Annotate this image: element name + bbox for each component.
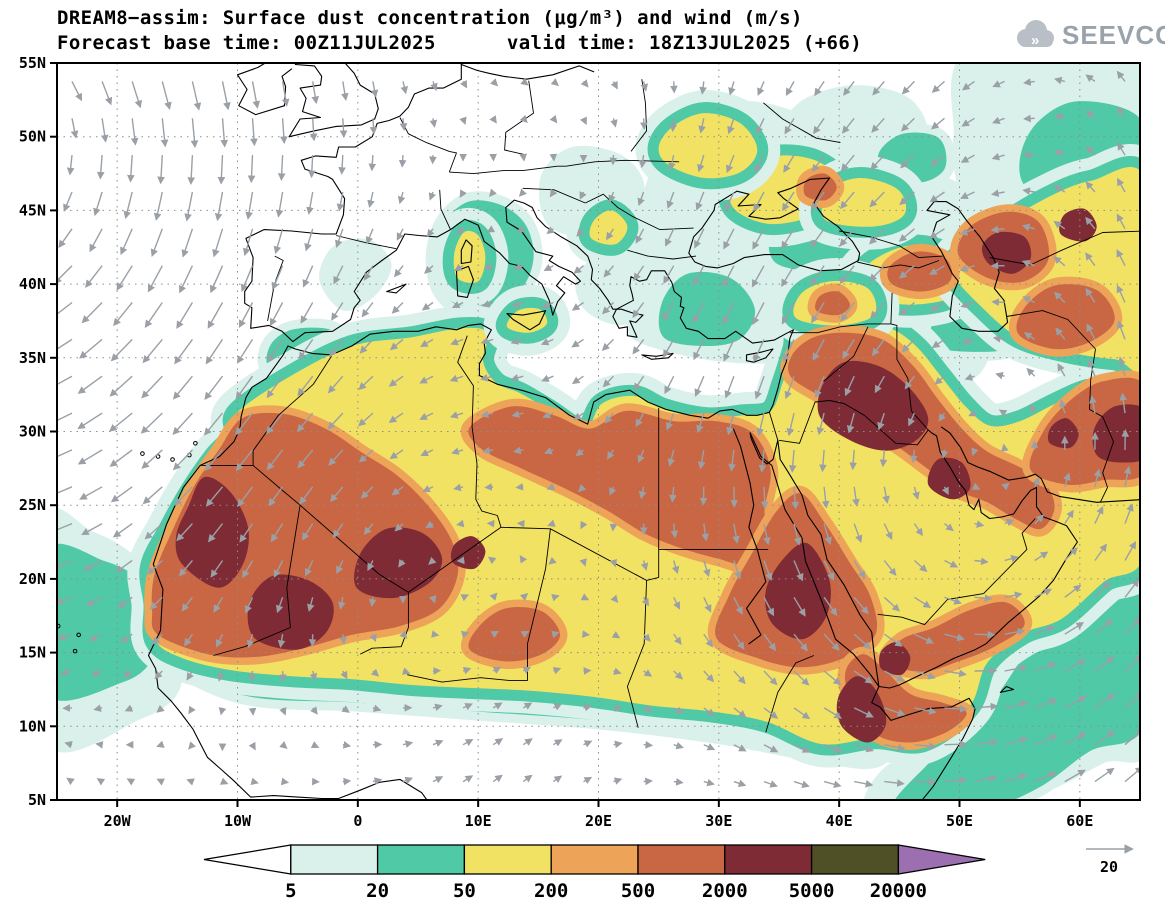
colorbar [203,844,986,875]
svg-text:30E: 30E [705,812,732,830]
border-layer [200,79,1140,733]
colorbar-labels: 5 20 50 200 500 2000 5000 20000 [285,880,927,902]
svg-text:20: 20 [366,880,389,902]
svg-text:15N: 15N [19,644,46,662]
svg-text:20: 20 [1100,858,1118,876]
dust-fill-layer [57,63,1140,800]
longitude-axis: 20W 10W 0 10E 20E 30E 40E 50E 60E [104,800,1093,830]
wind-vector-layer [57,70,1140,789]
svg-text:45N: 45N [19,201,46,219]
svg-text:200: 200 [534,880,568,902]
svg-text:500: 500 [621,880,655,902]
svg-text:20000: 20000 [870,880,927,902]
svg-text:10N: 10N [19,717,46,735]
svg-text:25N: 25N [19,496,46,514]
page-title: DREAM8−assim: Surface dust concentration… [57,7,803,29]
svg-text:0: 0 [353,812,362,830]
seevccc-logo: » SEEVCCC [1012,18,1165,52]
wind-reference-arrow: 20 [1086,844,1134,876]
svg-text:60E: 60E [1066,812,1093,830]
svg-text:35N: 35N [19,349,46,367]
svg-text:20W: 20W [104,812,132,830]
logo-text: SEEVCCC [1062,19,1165,50]
svg-text:10W: 10W [224,812,252,830]
svg-text:5000: 5000 [789,880,835,902]
latitude-axis: 55N 50N 45N 40N 35N 30N 25N 20N 15N 10N 5N [19,54,57,809]
svg-text:50E: 50E [946,812,973,830]
svg-text:10E: 10E [465,812,492,830]
svg-text:20N: 20N [19,570,46,588]
svg-text:50: 50 [453,880,476,902]
svg-text:55N: 55N [19,54,46,72]
svg-text:20E: 20E [585,812,612,830]
svg-text:50N: 50N [19,128,46,146]
forecast-times: Forecast base time: 00Z11JUL2025 valid t… [57,32,863,54]
svg-text:2000: 2000 [702,880,748,902]
svg-text:5N: 5N [28,791,46,809]
cloud-icon: » [1017,20,1054,49]
svg-text:5: 5 [285,880,296,902]
svg-text:30N: 30N [19,423,46,441]
svg-text:40E: 40E [826,812,853,830]
coastline-layer [57,63,1140,800]
svg-text:40N: 40N [19,275,46,293]
svg-text:»: » [1031,32,1039,49]
